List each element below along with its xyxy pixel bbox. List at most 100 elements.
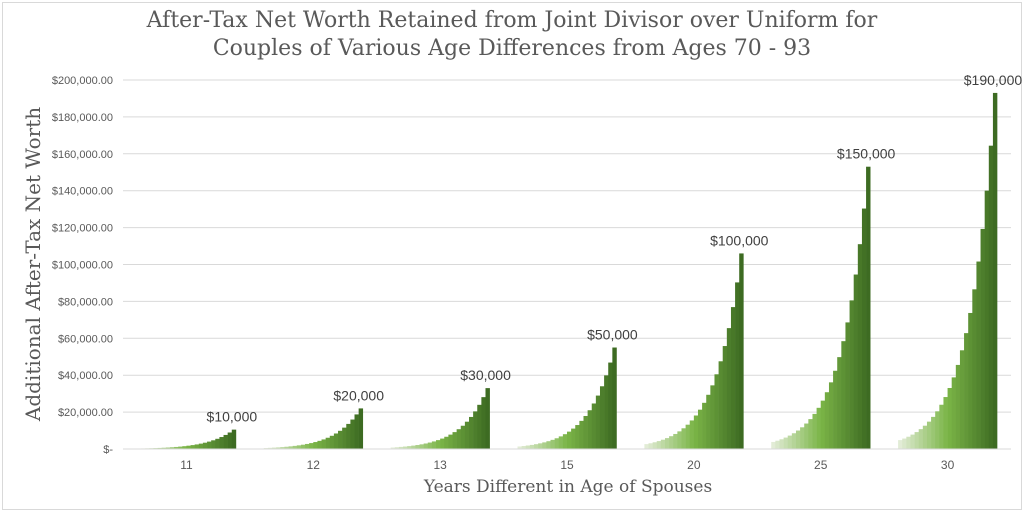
bar [529,444,535,449]
bar [681,428,686,449]
bar [182,446,187,449]
bar [473,411,478,449]
bar [194,444,200,449]
bar [296,445,302,449]
bar [517,446,522,449]
bar [604,375,609,449]
bar [710,385,715,449]
chart-title-line2: Couples of Various Age Differences from … [212,36,812,61]
bar [534,444,539,449]
bar [837,357,842,449]
bar [959,350,965,449]
bar [419,444,424,449]
x-tick-label: 15 [560,458,574,472]
bar [215,438,220,449]
bar [546,441,551,449]
bar [783,437,789,449]
chart-title-line1: After-Tax Net Worth Retained from Joint … [146,8,878,33]
bar [415,445,420,449]
bar [444,436,449,449]
bar [673,433,678,449]
bar [567,431,572,449]
bar [918,429,924,449]
bar [284,446,289,449]
bar [988,145,994,449]
data-label: $100,000 [710,232,769,248]
bar [833,370,838,449]
bar [538,443,543,449]
bar [947,388,952,449]
bar [824,392,830,449]
bar [841,341,846,449]
bar [407,446,412,449]
bar [857,244,863,449]
bar [267,447,273,449]
bar [669,436,674,449]
y-tick-label: $60,000.00 [58,333,113,345]
bar [660,439,666,449]
bar [313,442,318,449]
bar [644,444,649,449]
bar [980,228,985,449]
bar [812,413,817,449]
bar [718,361,724,449]
bar [652,442,658,449]
data-label: $20,000 [333,387,384,403]
bar [358,408,364,449]
bar [354,414,359,449]
bar [571,428,576,449]
bar [656,441,662,449]
bar [161,447,167,449]
bar [198,443,204,449]
bar [943,397,948,449]
bar [935,411,940,449]
bar [300,444,306,449]
bar [992,92,998,450]
bar [599,386,605,449]
bar [583,415,588,449]
bar [591,403,597,449]
bar [292,445,298,449]
bar [608,362,613,449]
data-label: $150,000 [837,146,896,162]
bar [787,435,793,449]
bar [562,434,568,449]
bar [448,434,453,449]
bar [816,407,822,449]
bar [730,307,736,449]
y-tick-label: $80,000.00 [58,296,113,308]
bar [771,441,776,449]
data-label: $190,000 [964,72,1023,88]
bar [722,346,728,449]
bar [338,430,343,449]
bar [227,432,233,449]
bar [906,436,911,449]
bar [263,447,269,449]
bar [309,443,314,449]
bar [726,328,732,449]
bar [702,402,707,449]
bar [972,289,977,449]
bar [984,190,990,449]
bar [828,382,834,449]
y-tick-label: $40,000.00 [58,370,113,382]
bar [931,416,936,449]
bar [861,208,867,449]
bar [554,438,560,449]
bar [321,439,326,449]
bar [452,432,457,449]
x-axis-title: Years Different in Age of Spouses [423,477,712,497]
bar [697,409,703,449]
bar [587,410,593,449]
bar [431,441,437,449]
bar [190,445,195,449]
bar [305,443,310,449]
bar [411,445,416,449]
bar [525,445,531,449]
bar [464,421,470,449]
bar [955,364,961,449]
data-label: $30,000 [460,367,511,383]
bar [976,261,981,449]
bar [276,447,281,449]
x-tick-label: 30 [941,458,955,472]
